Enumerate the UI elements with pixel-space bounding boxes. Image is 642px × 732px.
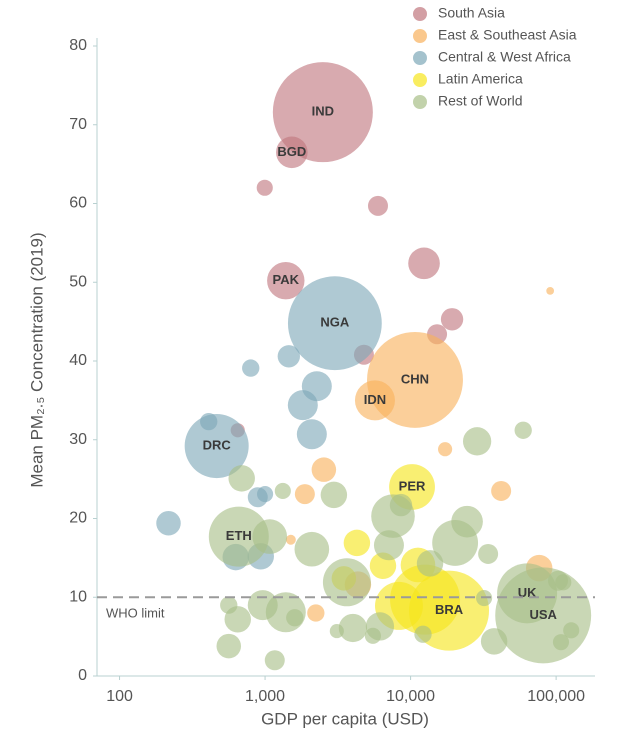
bubble-label: DRC [203,437,232,452]
bubble [320,481,348,509]
bubble-label: BGD [277,144,306,159]
bubble [462,427,492,456]
bubble [373,530,404,561]
legend-label: Central & West Africa [438,49,571,65]
y-tick-label: 40 [69,352,87,369]
legend-swatch [413,29,427,43]
bubble [480,628,508,655]
legend-swatch [413,95,427,109]
bubble [264,650,285,671]
y-tick-label: 0 [78,667,87,684]
bubble [546,287,555,295]
bubble-label: ETH [226,528,252,543]
bubble [277,345,300,368]
bubble [414,625,432,643]
y-tick-label: 70 [69,116,87,133]
bubble [478,543,499,564]
bubble [242,359,260,377]
bubble [329,624,344,639]
bubble-label: USA [529,607,557,622]
bubble [491,480,512,501]
bubble [389,493,413,517]
bubble [294,484,315,505]
legend-label: Rest of World [438,93,523,109]
bubble [272,62,373,163]
x-tick-label: 10,000 [386,688,435,705]
bubble [294,531,330,567]
bubble [438,442,453,457]
bubble-label: BRA [435,602,464,617]
bubble [364,627,381,644]
bubble [416,550,444,577]
legend-swatch [413,7,427,21]
bubble [367,195,388,216]
bubble [285,534,296,545]
bubble-label: IDN [364,392,386,407]
y-tick-label: 80 [69,37,87,54]
bubble [408,247,440,280]
y-tick-label: 50 [69,273,87,290]
x-tick-label: 100,000 [527,688,585,705]
legend-label: East & Southeast Asia [438,27,577,43]
bubble [555,574,572,591]
bubble-label: NGA [320,315,350,330]
bubble [287,276,382,371]
bubble [252,519,288,554]
bubble [276,136,308,169]
bubble-label: PAK [273,272,300,287]
bubble [440,308,464,331]
legend-swatch [413,73,427,87]
legend-swatch [413,51,427,65]
bubble [296,419,327,450]
y-tick-label: 20 [69,510,87,527]
bubble [432,519,479,566]
reference-label: WHO limit [106,606,165,621]
bubble [274,482,291,499]
bubble [208,506,269,567]
bubble [322,558,371,607]
bubble [563,622,580,639]
bubble [156,510,181,536]
bubble [338,613,368,643]
bubble [184,414,249,479]
bubble-label: UK [518,585,537,600]
x-tick-label: 100 [106,688,133,705]
bubble [307,604,325,622]
bubble [286,609,304,627]
y-axis-title: Mean PM₂.₅ Concentration (2019) [27,232,46,487]
bubble [514,421,532,439]
bubble-label: IND [312,104,334,119]
bubble-label: PER [399,478,426,493]
bubble [354,380,395,421]
bubble [497,563,558,624]
y-tick-label: 10 [69,588,87,605]
legend-label: Latin America [438,71,523,87]
bubble [200,412,218,431]
bubble [257,486,274,503]
x-axis-title: GDP per capita (USD) [261,709,429,728]
y-tick-label: 60 [69,195,87,212]
bubble [343,529,371,557]
y-tick-label: 30 [69,431,87,448]
bubble [552,634,570,651]
legend-label: South Asia [438,5,505,21]
bubble [311,457,337,482]
bubble [216,633,242,659]
bubble [256,179,273,196]
x-tick-label: 1,000 [245,688,285,705]
bubble [287,390,318,421]
bubble [267,261,305,300]
bubble [220,596,238,614]
bubble [228,465,255,492]
bubble-label: CHN [401,371,429,386]
